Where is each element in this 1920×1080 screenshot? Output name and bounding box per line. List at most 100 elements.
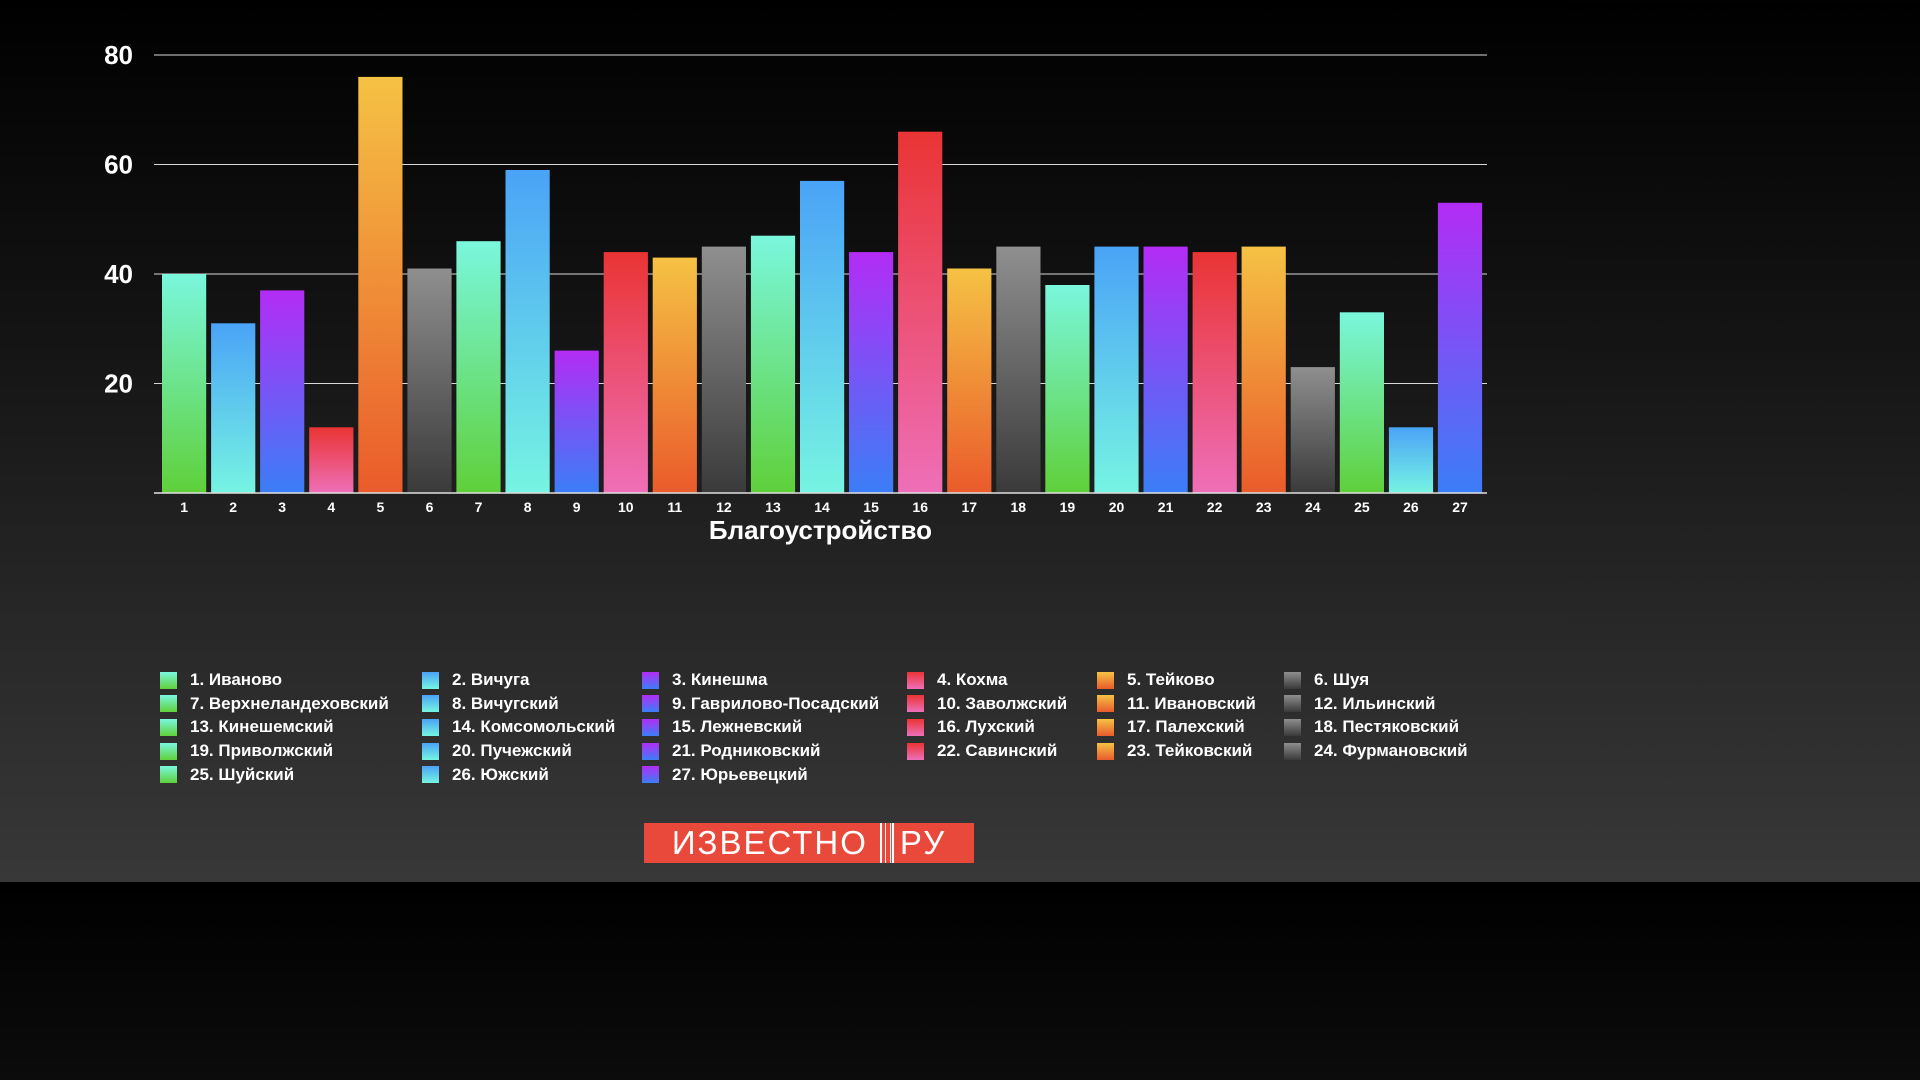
chart-stage: 20 40 60 80 1 2 3 4 5 6 7 8 9 10 11 12 13 14 15 16 17 18 19 20 2…	[104, 40, 1487, 863]
legend-swatch	[1284, 695, 1301, 713]
izvestno-ru-logo: ИЗВЕСТНО РУ	[644, 823, 974, 863]
bar	[211, 323, 256, 493]
x-tick-label: 18	[1011, 499, 1027, 515]
x-tick-label: 19	[1060, 499, 1076, 515]
legend-item: 9. Гаврилово-Посадский	[642, 693, 879, 715]
x-tick-label: 7	[475, 499, 483, 515]
x-tick-label: 20	[1109, 499, 1125, 515]
bar	[309, 427, 354, 493]
bar	[652, 257, 697, 493]
legend-label: 20. Пучежский	[452, 741, 572, 761]
bar	[800, 180, 845, 493]
legend-label: 16. Лухский	[937, 717, 1035, 737]
legend-swatch	[1284, 718, 1301, 736]
legend-swatch	[1097, 742, 1114, 760]
legend-swatch	[907, 671, 924, 689]
x-tick-label: 5	[377, 499, 385, 515]
x-tick-label: 8	[524, 499, 532, 515]
legend-label: 26. Южский	[452, 764, 549, 784]
bar	[456, 241, 501, 493]
x-tick-label: 17	[962, 499, 978, 515]
legend-label: 22. Савинский	[937, 741, 1058, 761]
legend-item: 7. Верхнеландеховский	[160, 693, 389, 715]
legend-swatch	[642, 671, 659, 689]
legend-item: 5. Тейково	[1097, 669, 1215, 691]
legend-swatch	[160, 695, 177, 713]
legend-item: 19. Приволжский	[160, 740, 333, 762]
bar	[947, 268, 992, 493]
legend-item: 12. Ильинский	[1284, 693, 1435, 715]
bar	[996, 246, 1041, 493]
legend-item: 25. Шуйский	[160, 764, 294, 786]
bar	[750, 235, 796, 493]
legend-swatch	[642, 695, 659, 713]
legend-label: 10. Заволжский	[937, 693, 1068, 713]
legend-swatch	[422, 742, 439, 760]
x-tick-label: 1	[180, 499, 188, 515]
legend-item: 2. Вичуга	[422, 669, 530, 691]
bar	[898, 131, 943, 493]
x-tick-label: 26	[1403, 499, 1419, 515]
legend-item: 11. Ивановский	[1097, 693, 1256, 715]
legend-swatch	[160, 742, 177, 760]
x-tick-label: 12	[716, 499, 732, 515]
legend-label: 11. Ивановский	[1127, 693, 1256, 713]
legend-item: 6. Шуя	[1284, 669, 1369, 691]
legend-label: 13. Кинешемский	[190, 717, 334, 737]
x-tick-label: 6	[426, 499, 434, 515]
bar	[1045, 285, 1090, 493]
x-tick-label: 3	[278, 499, 286, 515]
legend-item: 18. Пестяковский	[1284, 716, 1459, 738]
x-tick-label: 23	[1256, 499, 1272, 515]
legend-item: 23. Тейковский	[1097, 740, 1252, 762]
bar	[1143, 246, 1188, 493]
x-axis-label: Благоустройство	[709, 515, 932, 545]
legend-item: 27. Юрьевецкий	[642, 764, 808, 786]
legend-label: 21. Родниковский	[672, 741, 821, 761]
bar	[554, 350, 599, 493]
x-tick-label: 22	[1207, 499, 1223, 515]
legend-label: 24. Фурмановский	[1314, 741, 1468, 761]
legend-item: 14. Комсомольский	[422, 716, 615, 738]
legend-label: 9. Гаврилово-Посадский	[672, 693, 880, 713]
x-tick-label: 15	[863, 499, 879, 515]
legend-label: 19. Приволжский	[190, 741, 334, 761]
bar	[1388, 427, 1434, 493]
x-tick-label: 16	[912, 499, 928, 515]
logo-text-right: РУ	[899, 824, 947, 861]
legend-swatch	[907, 742, 924, 760]
x-tick-label: 2	[229, 499, 237, 515]
legend-label: 27. Юрьевецкий	[672, 764, 808, 784]
legend-label: 6. Шуя	[1314, 670, 1370, 689]
x-tick-label: 4	[327, 499, 335, 515]
legend-label: 8. Вичугский	[452, 693, 559, 713]
legend-label: 1. Иваново	[190, 670, 283, 689]
legend-item: 20. Пучежский	[422, 740, 572, 762]
legend-item: 13. Кинешемский	[160, 716, 334, 738]
x-tick-label: 11	[667, 499, 682, 515]
legend-label: 7. Верхнеландеховский	[190, 693, 389, 713]
legend-swatch	[422, 695, 439, 713]
legend-label: 14. Комсомольский	[452, 717, 616, 737]
legend-swatch	[1097, 671, 1114, 689]
legend-label: 18. Пестяковский	[1314, 717, 1460, 737]
legend-item: 3. Кинешма	[642, 669, 767, 691]
bar	[1192, 252, 1237, 493]
legend-label: 17. Палехский	[1127, 717, 1245, 737]
x-tick-label: 13	[765, 499, 781, 515]
y-tick-label: 20	[104, 369, 133, 399]
logo-mark-icon	[879, 823, 894, 863]
bar	[603, 252, 648, 493]
y-tick-label: 40	[104, 259, 133, 289]
legend-swatch	[1097, 718, 1114, 736]
legend-item: 10. Заволжский	[907, 693, 1067, 715]
legend-item: 8. Вичугский	[422, 693, 559, 715]
legend-label: 25. Шуйский	[190, 764, 295, 784]
bar	[407, 268, 452, 493]
legend-swatch	[907, 695, 924, 713]
x-tick-label: 9	[573, 499, 581, 515]
legend-item: 1. Иваново	[160, 669, 282, 691]
legend-swatch	[642, 718, 659, 736]
legend-label: 12. Ильинский	[1314, 693, 1436, 713]
